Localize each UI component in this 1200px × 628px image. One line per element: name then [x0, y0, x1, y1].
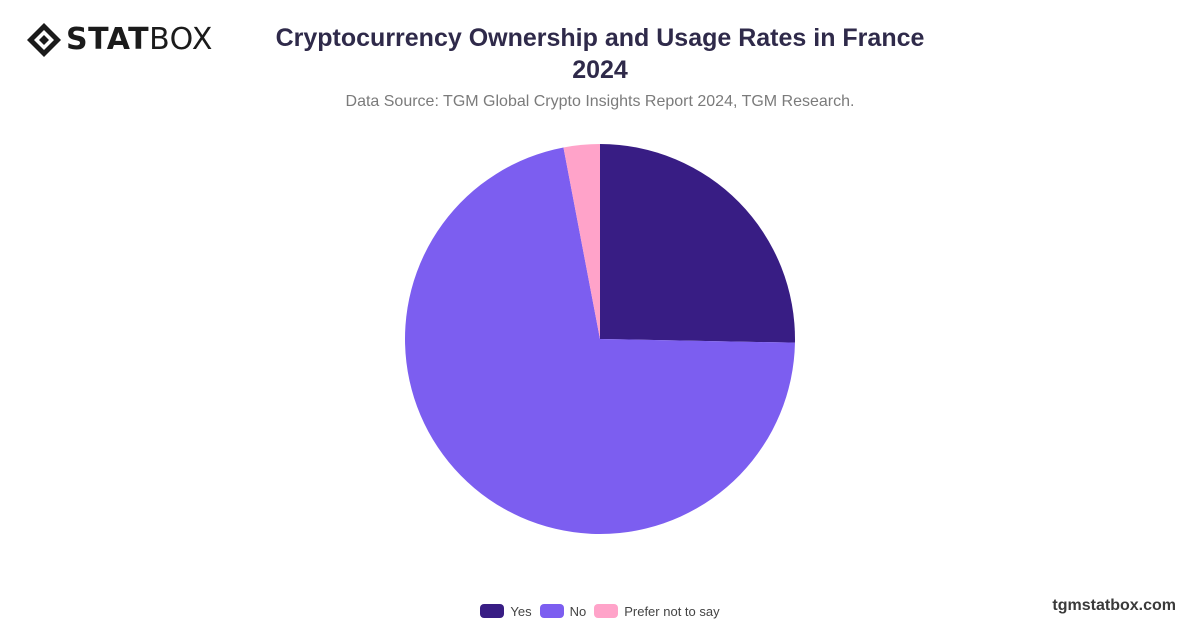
legend-label: No — [569, 603, 587, 619]
statbox-wordmark: STATBOX — [66, 22, 213, 58]
logo-text-bold: STAT — [66, 22, 150, 57]
pie-slice-no[interactable] — [405, 147, 795, 534]
chart-legend: Yes No Prefer not to say — [0, 602, 1200, 620]
pie-slice-prefer-not-to-say[interactable] — [563, 144, 600, 339]
legend-item-prefer-not-to-say[interactable]: Prefer not to say — [594, 603, 720, 619]
statbox-diamond-icon — [27, 23, 61, 57]
legend-label: Yes — [510, 603, 532, 619]
pie-slice-yes[interactable] — [600, 144, 795, 343]
legend-swatch — [480, 604, 505, 618]
legend-swatch — [539, 604, 564, 618]
legend-swatch — [594, 604, 619, 618]
legend-item-yes[interactable]: Yes — [480, 603, 532, 619]
footer-site: tgmstatbox.com — [1052, 597, 1176, 614]
logo-text-light: BOX — [149, 22, 213, 57]
statbox-logo: STATBOX — [26, 22, 213, 58]
legend-label: Prefer not to say — [624, 603, 720, 619]
chart-title: Cryptocurrency Ownership and Usage Rates… — [250, 22, 950, 86]
chart-title-line1: Cryptocurrency Ownership and Usage Rates… — [275, 24, 925, 52]
legend-item-no[interactable]: No — [539, 603, 587, 619]
chart-subtitle: Data Source: TGM Global Crypto Insights … — [345, 93, 855, 110]
chart-title-line2: 2024 — [572, 56, 628, 84]
